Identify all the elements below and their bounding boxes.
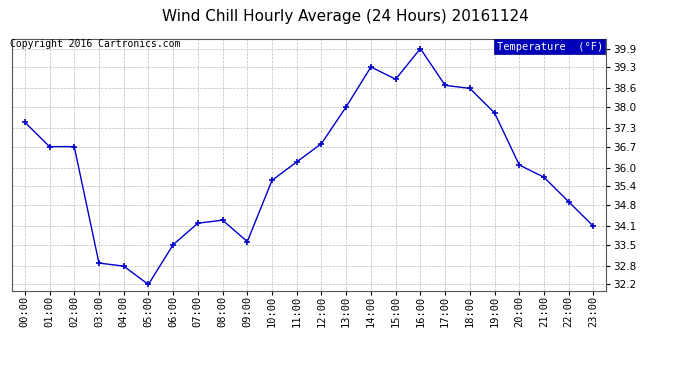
Text: Wind Chill Hourly Average (24 Hours) 20161124: Wind Chill Hourly Average (24 Hours) 201… [161,9,529,24]
Text: Copyright 2016 Cartronics.com: Copyright 2016 Cartronics.com [10,39,181,50]
Text: Temperature  (°F): Temperature (°F) [497,42,603,52]
